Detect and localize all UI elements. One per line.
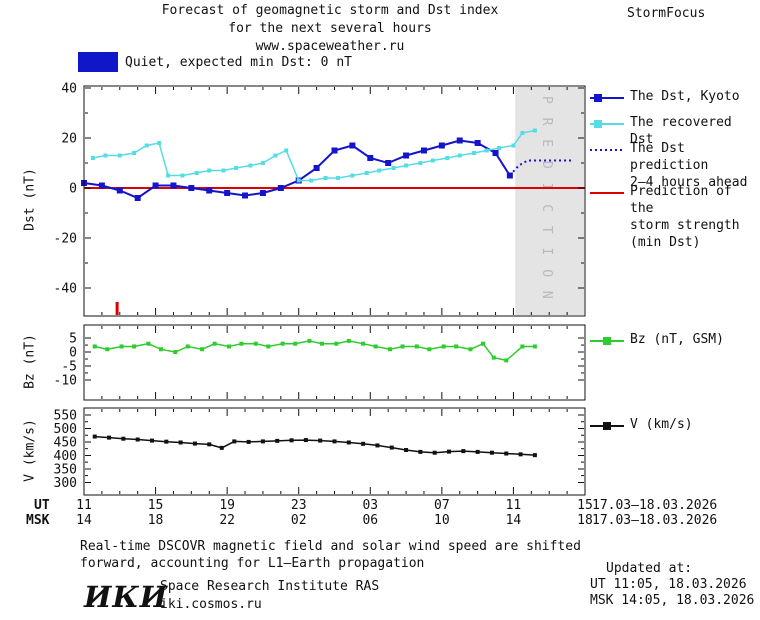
svg-text:-5: -5 bbox=[61, 359, 77, 374]
legend-item-dst-kyoto: The Dst, Kyoto bbox=[590, 88, 740, 105]
svg-text:07: 07 bbox=[434, 498, 450, 513]
svg-text:18: 18 bbox=[148, 513, 164, 528]
updated-ut: UT 11:05, 18.03.2026 bbox=[590, 577, 747, 592]
svg-text:18: 18 bbox=[577, 513, 593, 528]
svg-text:15: 15 bbox=[148, 498, 164, 513]
svg-text:550: 550 bbox=[54, 409, 77, 424]
svg-text:500: 500 bbox=[54, 422, 77, 437]
recovered-line-icon bbox=[590, 120, 624, 128]
v-line-icon bbox=[590, 422, 624, 430]
svg-text:300: 300 bbox=[54, 476, 77, 491]
legend-item-dst-prediction: The Dst prediction 2–4 hours ahead bbox=[590, 140, 760, 191]
quiet-level-swatch bbox=[78, 52, 118, 72]
svg-text:0: 0 bbox=[69, 182, 77, 197]
svg-text:03: 03 bbox=[362, 498, 378, 513]
strength-label-line-1: Prediction of the bbox=[630, 184, 732, 216]
chart-title: Forecast of geomagnetic storm and Dst in… bbox=[0, 2, 660, 56]
legend-item-recovered-dst: The recovered Dst bbox=[590, 114, 760, 148]
note-line-1: Real-time DSCOVR magnetic field and sola… bbox=[80, 539, 581, 554]
iki-logo: ИКИ bbox=[84, 580, 169, 614]
strength-label-line-2: storm strength bbox=[630, 218, 740, 233]
prediction-label-line-1: The Dst prediction bbox=[630, 141, 709, 173]
svg-text:15: 15 bbox=[577, 498, 593, 513]
svg-text:-20: -20 bbox=[54, 232, 77, 247]
msk-row-label: MSK bbox=[26, 513, 50, 528]
legend-label-storm-strength: Prediction of the storm strength (min Ds… bbox=[630, 183, 760, 251]
svg-text:19: 19 bbox=[219, 498, 235, 513]
title-line-1: Forecast of geomagnetic storm and Dst in… bbox=[161, 3, 499, 18]
legend-label-dst-kyoto: The Dst, Kyoto bbox=[630, 89, 740, 104]
svg-text:450: 450 bbox=[54, 435, 77, 450]
prediction-dotted-line-icon bbox=[590, 149, 624, 151]
svg-text:5: 5 bbox=[69, 332, 77, 347]
svg-text:22: 22 bbox=[219, 513, 235, 528]
legend-item-storm-strength: Prediction of the storm strength (min Ds… bbox=[590, 183, 760, 251]
title-line-2: for the next several hours bbox=[228, 21, 432, 36]
svg-text:350: 350 bbox=[54, 462, 77, 477]
legend-label-bz: Bz (nT, GSM) bbox=[630, 332, 724, 347]
svg-text:20: 20 bbox=[61, 132, 77, 147]
updated-msk: MSK 14:05, 18.03.2026 bbox=[590, 593, 755, 608]
iki-site-link[interactable]: iki.cosmos.ru bbox=[160, 597, 262, 612]
stormfocus-brand: StormFocus bbox=[627, 6, 706, 21]
svg-text:-40: -40 bbox=[54, 282, 77, 297]
legend-item-v: V (km/s) bbox=[590, 416, 693, 433]
ut-row-label: UT bbox=[34, 498, 50, 513]
svg-text:P R E D I C T I O N: P R E D I C T I O N bbox=[539, 96, 554, 302]
svg-text:11: 11 bbox=[506, 498, 522, 513]
spaceweather-link[interactable]: www.spaceweather.ru bbox=[255, 39, 405, 54]
svg-text:06: 06 bbox=[362, 513, 378, 528]
svg-text:10: 10 bbox=[434, 513, 450, 528]
svg-text:02: 02 bbox=[291, 513, 307, 528]
svg-text:14: 14 bbox=[76, 513, 92, 528]
note-line-2: forward, accounting for L1–Earth propaga… bbox=[80, 556, 425, 571]
svg-text:400: 400 bbox=[54, 449, 77, 464]
svg-text:14: 14 bbox=[506, 513, 522, 528]
ut-date-range: 17.03–18.03.2026 bbox=[592, 498, 718, 513]
msk-date-range: 17.03–18.03.2026 bbox=[592, 513, 718, 528]
strength-label-line-3: (min Dst) bbox=[630, 235, 701, 250]
svg-text:40: 40 bbox=[61, 82, 77, 97]
legend-label-v: V (km/s) bbox=[630, 417, 693, 432]
svg-text:0: 0 bbox=[69, 346, 77, 361]
institute-name: Space Research Institute RAS bbox=[160, 579, 380, 594]
svg-text:23: 23 bbox=[291, 498, 307, 513]
prediction-label-line-2: 2–4 hours ahead bbox=[630, 175, 748, 190]
updated-label: Updated at: bbox=[606, 561, 693, 576]
kyoto-line-icon bbox=[590, 94, 624, 102]
strength-line-icon bbox=[590, 192, 624, 194]
dst-axis-label: Dst (nT) bbox=[22, 168, 38, 231]
svg-text:-10: -10 bbox=[54, 373, 77, 388]
propagation-note: Real-time DSCOVR magnetic field and sola… bbox=[80, 538, 581, 572]
legend-label-recovered-dst: The recovered Dst bbox=[630, 115, 732, 147]
legend-item-bz: Bz (nT, GSM) bbox=[590, 331, 724, 348]
v-axis-label: V (km/s) bbox=[22, 419, 38, 482]
bz-line-icon bbox=[590, 337, 624, 345]
svg-text:11: 11 bbox=[76, 498, 92, 513]
storm-status-label: Quiet, expected min Dst: 0 nT bbox=[125, 55, 352, 70]
legend-label-dst-prediction: The Dst prediction 2–4 hours ahead bbox=[630, 140, 760, 191]
